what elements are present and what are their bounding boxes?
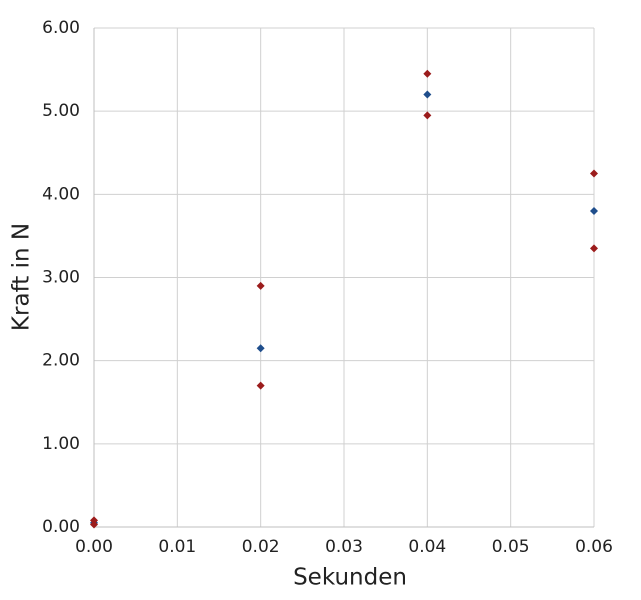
x-tick-label: 0.05	[492, 537, 530, 557]
x-tick-label: 0.00	[75, 537, 113, 557]
x-tick-label: 0.01	[158, 537, 196, 557]
x-tick-label: 0.06	[575, 537, 613, 557]
y-axis-title: Kraft in N	[9, 223, 35, 331]
point	[590, 169, 598, 178]
point	[90, 520, 98, 529]
y-tick-label: 1.00	[42, 434, 80, 454]
y-tick-label: 6.00	[42, 18, 80, 38]
point	[256, 344, 265, 353]
y-tick-label: 4.00	[42, 184, 80, 204]
y-tick-label: 0.00	[42, 517, 80, 537]
x-tick-label: 0.03	[325, 537, 363, 557]
x-axis-title: Sekunden	[293, 565, 407, 591]
point	[90, 516, 98, 525]
y-tick-label: 5.00	[42, 101, 80, 121]
point	[590, 206, 598, 215]
point	[256, 381, 265, 390]
y-tick-label: 3.00	[42, 268, 80, 288]
y-tick-label: 2.00	[42, 351, 80, 371]
point	[590, 244, 598, 253]
x-tick-label: 0.02	[242, 537, 280, 557]
point	[423, 111, 432, 120]
point	[423, 69, 432, 78]
point	[423, 90, 432, 99]
x-tick-label: 0.04	[408, 537, 446, 557]
point	[256, 281, 265, 290]
